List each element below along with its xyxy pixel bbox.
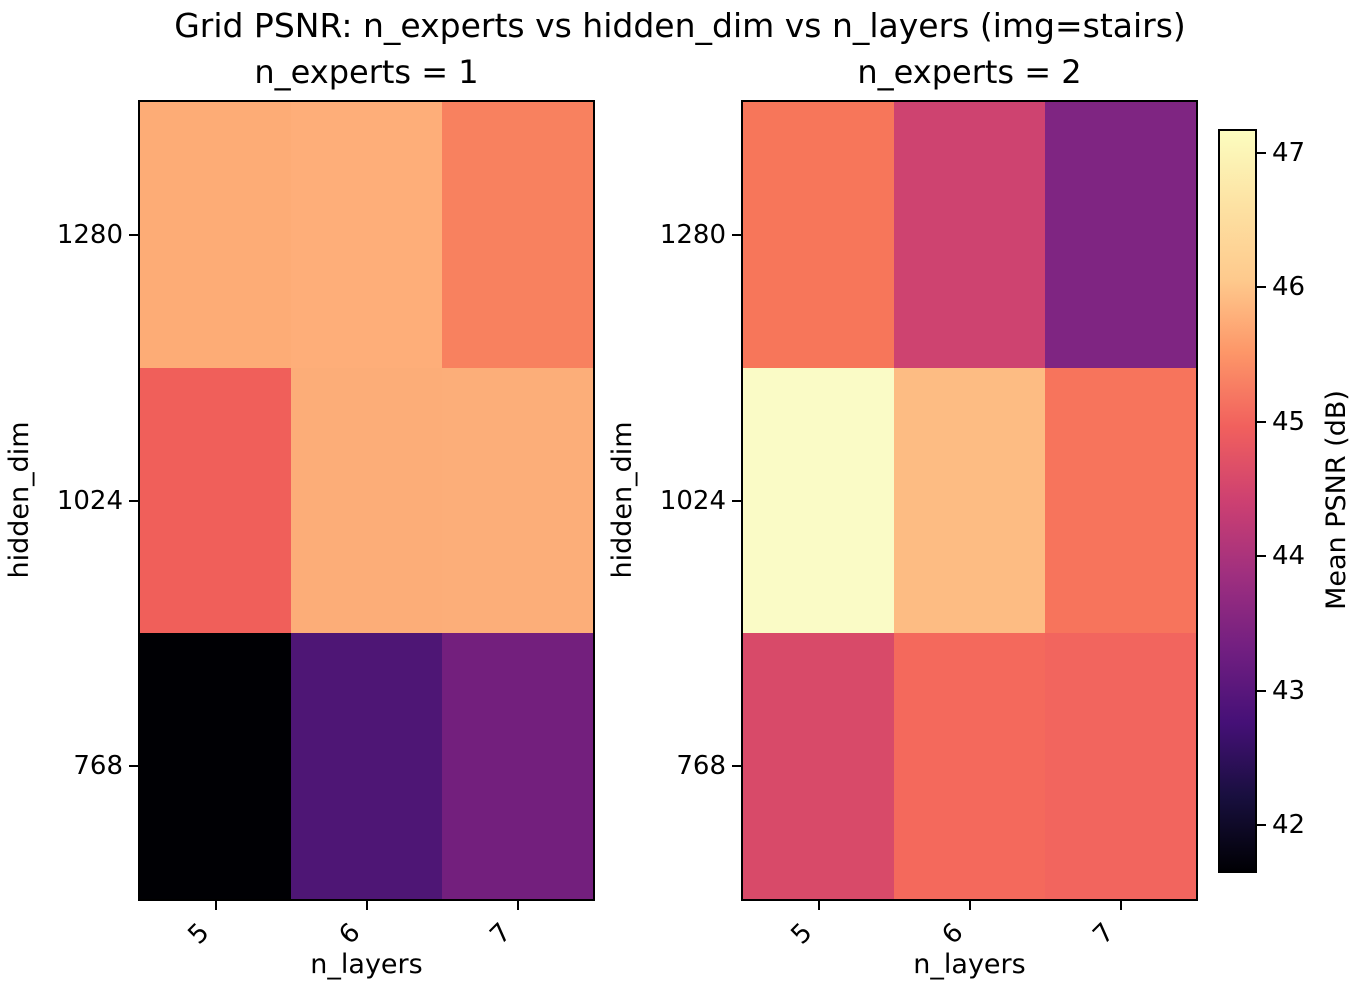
y-tick-label: 1280 xyxy=(659,220,726,250)
heatmap-cell xyxy=(1045,633,1196,899)
heatmap-cells-left xyxy=(140,102,593,899)
y-tick-mark xyxy=(732,234,741,236)
y-tick-mark xyxy=(129,234,138,236)
x-axis-label-right: n_layers xyxy=(913,949,1026,980)
heatmap-cell xyxy=(442,102,593,368)
colorbar-tick-mark xyxy=(1257,555,1266,557)
colorbar-tick-label: 42 xyxy=(1272,810,1306,840)
heatmap-cell xyxy=(1045,367,1196,634)
heatmap-cell xyxy=(442,367,593,634)
heatmap-panel-right: 1280 1024 768 5 6 7 xyxy=(660,100,1198,950)
colorbar-tick-mark xyxy=(1257,152,1266,154)
heatmap-cell xyxy=(291,367,442,634)
x-axis-label-left: n_layers xyxy=(310,949,423,980)
colorbar-gradient xyxy=(1220,131,1255,871)
x-tick-mark xyxy=(517,901,519,910)
colorbar-tick-mark xyxy=(1257,286,1266,288)
colorbar-label: Mean PSNR (dB) xyxy=(1321,390,1352,610)
colorbar-tick-label: 43 xyxy=(1272,676,1306,706)
colorbar-tick-mark xyxy=(1257,690,1266,692)
colorbar-tick-label: 46 xyxy=(1272,272,1306,302)
y-tick-mark xyxy=(129,765,138,767)
x-tick-mark xyxy=(1120,901,1122,910)
heatmap-cell xyxy=(140,367,291,634)
heatmap-cell xyxy=(894,633,1045,899)
subplot-title-right: n_experts = 2 xyxy=(857,53,1082,91)
heatmap-cell xyxy=(894,102,1045,368)
heatmap-cell xyxy=(291,633,442,899)
y-tick-mark xyxy=(732,765,741,767)
y-tick-label: 768 xyxy=(676,751,726,781)
y-tick-label: 1280 xyxy=(56,220,123,250)
colorbar-tick-mark xyxy=(1257,421,1266,423)
x-tick-mark xyxy=(969,901,971,910)
heatmap-cell xyxy=(140,102,291,368)
x-tick-mark xyxy=(215,901,217,910)
x-tick-mark xyxy=(818,901,820,910)
y-tick-label: 1024 xyxy=(659,486,726,516)
heatmap-cell xyxy=(743,633,894,899)
colorbar-tick-label: 45 xyxy=(1272,407,1306,437)
heatmap-cells-right xyxy=(743,102,1196,899)
y-tick-mark xyxy=(732,500,741,502)
colorbar: 47 46 45 44 43 42 xyxy=(1218,129,1305,873)
y-tick-label: 1024 xyxy=(56,486,123,516)
heatmap-cell xyxy=(291,102,442,368)
heatmap-cell xyxy=(743,102,894,368)
x-tick-mark xyxy=(366,901,368,910)
heatmap-cell xyxy=(442,633,593,899)
heatmap-panel-left: 1280 1024 768 5 6 7 xyxy=(57,100,595,950)
subplot-title-left: n_experts = 1 xyxy=(254,53,479,91)
figure-title: Grid PSNR: n_experts vs hidden_dim vs n_… xyxy=(174,6,1186,45)
heatmap-cell xyxy=(1045,102,1196,368)
colorbar-tick-mark xyxy=(1257,824,1266,826)
heatmap-cell xyxy=(140,633,291,899)
colorbar-tick-label: 47 xyxy=(1272,138,1306,168)
y-tick-mark xyxy=(129,500,138,502)
y-tick-label: 768 xyxy=(73,751,123,781)
colorbar-tick-label: 44 xyxy=(1272,541,1306,571)
heatmap-cell xyxy=(743,367,894,634)
heatmap-cell xyxy=(894,367,1045,634)
